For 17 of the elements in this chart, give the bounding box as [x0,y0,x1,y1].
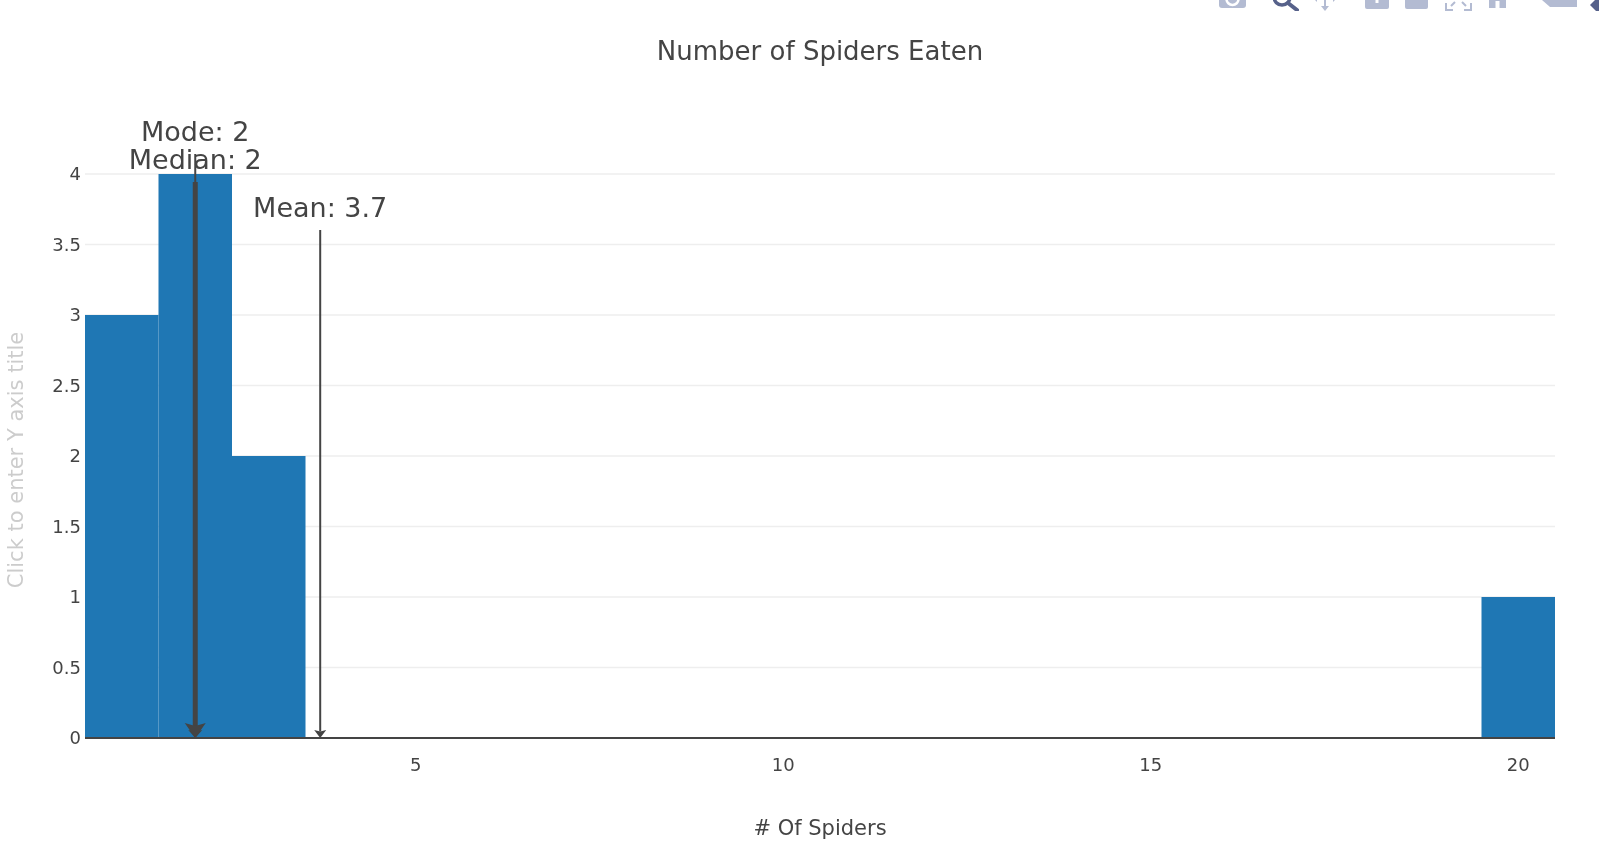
y-tick-label: 1 [69,586,81,608]
x-tick-label: 10 [771,753,795,775]
ref-line-label: Mode: 2 [141,116,250,147]
y-tick-label: 3.5 [52,233,81,255]
y-tick-label: 3 [69,304,81,326]
y-tick-label: 2 [69,445,81,467]
ref-line-label: Mean: 3.7 [253,192,388,223]
y-tick-label: 1.5 [52,515,81,537]
x-tick-label: 20 [1506,753,1530,775]
x-axis-title: # Of Spiders [753,816,887,840]
y-tick-label: 0.5 [52,656,81,678]
chart-title: Number of Spiders Eaten [656,36,984,66]
x-tick-label: 15 [1139,753,1163,775]
y-tick-label: 4 [69,163,81,185]
x-tick-label: 5 [410,753,422,775]
y-tick-label: 2.5 [52,374,81,396]
y-tick-label: 0 [69,727,81,749]
